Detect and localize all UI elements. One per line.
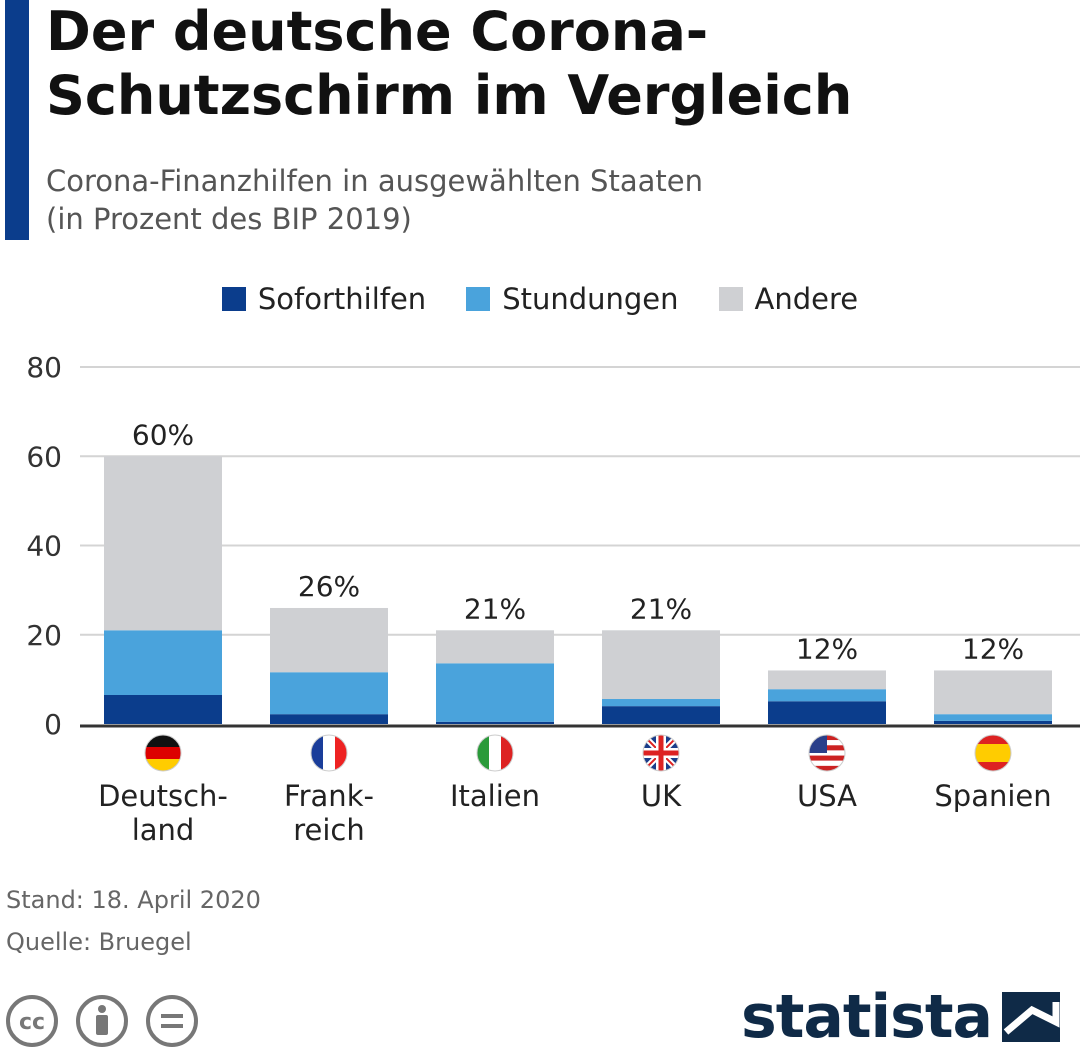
bar-segment-soforthilfen [934, 720, 1052, 724]
footer-source: Quelle: Bruegel [6, 928, 192, 956]
subtitle-line: Corona-Finanzhilfen in ausgewählten Staa… [46, 164, 703, 198]
total-label: 12% [796, 632, 858, 665]
nd-icon [146, 995, 198, 1047]
flag-de-icon [144, 734, 182, 772]
logo-text: statista [740, 982, 993, 1051]
legend-item: Soforthilfen [221, 282, 427, 316]
bar-segment-soforthilfen [270, 714, 388, 724]
bar-segment-andere [934, 670, 1052, 715]
legend-item: Stundungen [466, 282, 679, 316]
legend-swatch [221, 287, 246, 311]
chart: 0 20 40 60 80 60% Deutsch-land 26% Frank-reich 21… [26, 351, 1080, 847]
x-tick-label: Frank-reich [284, 779, 374, 847]
bar-segment-stundungen [436, 663, 554, 722]
y-tick-label: 20 [26, 619, 62, 652]
footer-stand: Stand: 18. April 2020 [6, 886, 261, 914]
flag-fr-icon [310, 734, 348, 772]
y-tick-label: 40 [26, 530, 62, 563]
bar-segment-andere [768, 670, 886, 690]
bar-segment-stundungen [934, 714, 1052, 721]
total-label: 26% [298, 570, 360, 603]
y-tick-label: 0 [44, 708, 62, 741]
legend-label: Andere [754, 282, 859, 316]
x-tick-label: USA [797, 779, 857, 813]
legend-swatch [466, 287, 491, 311]
legend: Soforthilfen Stundungen Andere [0, 282, 1080, 316]
subtitle-line: (in Prozent des BIP 2019) [46, 202, 412, 236]
svg-text:cc: cc [19, 1010, 45, 1035]
bar-segment-soforthilfen [436, 721, 554, 724]
license-icons: cc [6, 995, 198, 1047]
bar-segment-stundungen [602, 699, 720, 707]
flag-it-icon [476, 734, 514, 772]
x-tick-label: Italien [450, 779, 540, 813]
flag-us-icon [808, 734, 846, 772]
title-line: Schutzschirm im Vergleich [46, 64, 853, 127]
bar-segment-stundungen [104, 630, 222, 695]
y-tick-label: 80 [26, 351, 62, 384]
x-tick-label: UK [641, 779, 682, 813]
flag-uk-icon [642, 734, 680, 772]
by-icon [76, 995, 128, 1047]
bar-segment-stundungen [270, 672, 388, 715]
total-label: 21% [630, 592, 692, 625]
bar-segment-soforthilfen [104, 694, 222, 724]
statista-logo: statista [741, 982, 1060, 1051]
bar-segment-andere [436, 630, 554, 664]
bar-segment-soforthilfen [602, 706, 720, 724]
cc-icon: cc [6, 995, 58, 1047]
legend-label: Soforthilfen [257, 282, 427, 316]
accent-bar [5, 0, 29, 240]
legend-item: Andere [718, 282, 859, 316]
bar-segment-andere [104, 456, 222, 631]
title-line: Der deutsche Corona- [46, 0, 709, 63]
bar-segment-soforthilfen [768, 701, 886, 724]
x-tick-label: Deutsch-land [98, 779, 228, 847]
total-label: 21% [464, 592, 526, 625]
x-tick-label: Spanien [934, 779, 1051, 813]
bar-segment-stundungen [768, 689, 886, 702]
total-label: 60% [132, 418, 194, 451]
chart-title: Der deutsche Corona- Schutzschirm im Ver… [46, 0, 852, 128]
total-label: 12% [962, 632, 1024, 665]
legend-swatch [718, 287, 743, 311]
bar-segment-andere [602, 630, 720, 700]
flag-es-icon [974, 734, 1012, 772]
bar-segment-andere [270, 607, 388, 673]
chart-subtitle: Corona-Finanzhilfen in ausgewählten Staa… [46, 162, 703, 238]
y-tick-label: 60 [26, 440, 62, 473]
legend-label: Stundungen [502, 282, 679, 316]
statista-logo-icon [1002, 992, 1060, 1042]
